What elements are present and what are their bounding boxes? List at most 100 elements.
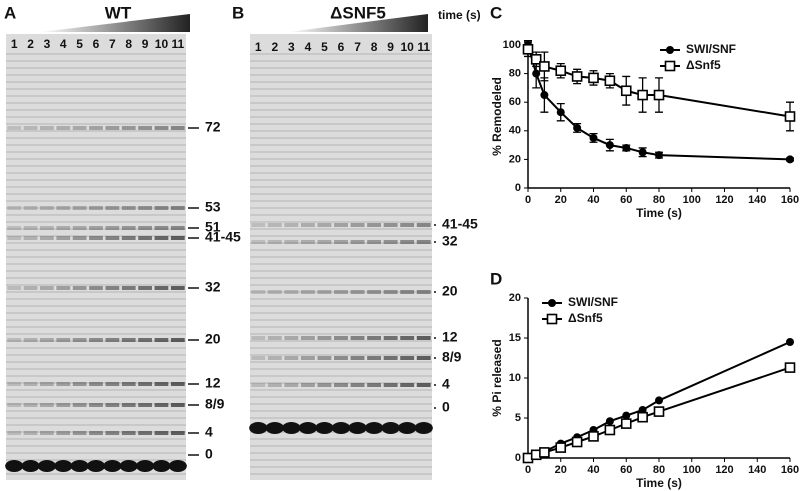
lane-label: 3 [44,37,51,51]
gel-band [315,422,334,434]
marker-label: 20 [442,283,458,299]
gel-band [400,290,415,294]
point [532,69,541,78]
point [588,431,599,442]
gel-band [249,422,268,434]
gel-band [7,382,22,386]
gel-band [40,226,54,230]
panel-label: C [490,3,502,22]
gel-band [300,383,315,387]
lane-label: 5 [321,40,328,54]
gel-band [72,206,87,210]
gel-band [89,206,103,210]
gel-band [152,460,171,472]
gel-band [284,240,299,244]
x-tick-label: 60 [620,194,632,206]
marker-label: 0 [205,446,213,462]
gel-band [154,206,169,210]
gel-band [334,290,348,294]
point [622,411,631,420]
lane-label: 8 [371,40,378,54]
x-tick-label: 0 [525,194,531,206]
gel-band [170,431,185,435]
gel-band [251,240,266,244]
gel-band [40,206,54,210]
y-tick-label: 100 [503,39,521,51]
gel-band [105,226,120,230]
point [555,65,567,77]
point [786,338,794,346]
gel-band [334,240,348,244]
x-tick-label: 140 [748,194,766,206]
gel-band [251,356,266,360]
gel-band [7,431,22,435]
x-tick-label: 100 [683,464,701,476]
gel-band [170,403,185,407]
gel-band [40,338,54,342]
time-wedge [288,14,428,32]
gel-band [40,126,54,130]
gel-band [383,240,398,244]
x-tick-label: 120 [715,464,733,476]
gel-band [154,226,169,230]
gel-band [7,403,22,407]
marker-label: 12 [442,329,458,345]
gel-band [23,206,38,210]
point [604,75,616,87]
lane-label: 7 [354,40,361,54]
gel-band [154,431,169,435]
y-tick-label: 40 [509,125,521,137]
point [786,155,794,164]
point [589,133,598,142]
gel-band [317,223,332,227]
gel-band [56,286,71,290]
point [540,91,549,100]
lane-label: 4 [305,40,312,54]
gel-band [138,126,152,130]
gel-band [72,236,87,240]
marker-label: 4 [205,424,213,440]
gel-band [251,290,266,294]
gel-band [367,356,382,360]
legend-marker [664,60,676,72]
gel-band [364,422,384,434]
gel-band [284,223,299,227]
lane-label: 11 [417,40,430,54]
lane-label: 7 [109,37,116,51]
point [571,436,583,448]
gel-band [414,422,433,434]
y-tick-label: 5 [515,412,521,424]
gel-band [138,226,152,230]
point [655,396,663,405]
gel-band [383,336,398,340]
point [620,418,632,429]
gel-band [23,382,38,386]
gel-band [103,460,122,472]
gel-band [416,290,431,294]
gel-band [70,460,89,472]
gel-band [72,126,87,130]
gel-band [170,206,185,210]
gel-band [121,126,136,130]
gel-title: ΔSNF5 [330,3,386,22]
y-axis-label: % Pi released [490,339,504,416]
point [637,89,648,101]
point [620,85,632,97]
point [622,143,631,152]
x-tick-label: 100 [683,194,701,206]
gel-band [54,460,73,472]
x-tick-label: 120 [715,194,733,206]
gel-band [267,356,282,360]
gel-band [121,236,136,240]
x-tick-label: 0 [525,464,531,476]
gel-band [121,338,136,342]
x-tick-label: 20 [555,464,567,476]
lane-label: 5 [76,37,83,51]
gel-band [350,290,365,294]
point [655,151,663,160]
point [638,148,647,157]
gel-band [105,206,120,210]
marker-label: 32 [442,233,458,249]
gel-band [87,460,105,472]
marker-label: 72 [205,119,221,135]
